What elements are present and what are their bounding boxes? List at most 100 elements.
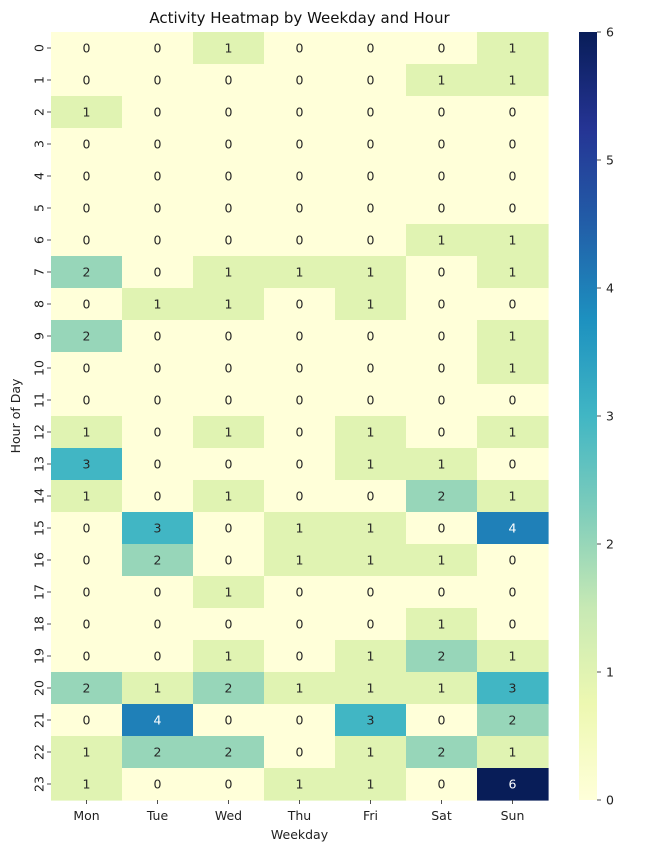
cell-value-label: 0 <box>83 41 91 56</box>
cell-value-label: 0 <box>225 201 233 216</box>
cell-value-label: 1 <box>509 649 517 664</box>
chart-title: Activity Heatmap by Weekday and Hour <box>149 9 450 27</box>
y-tick-label: 18 <box>32 616 47 632</box>
cell-value-label: 0 <box>296 105 304 120</box>
cell-value-label: 1 <box>509 745 517 760</box>
cell-value-label: 0 <box>296 329 304 344</box>
heatmap-cell <box>335 576 407 609</box>
cell-value-label: 0 <box>83 201 91 216</box>
heatmap-cell <box>335 64 407 97</box>
heatmap-cell <box>51 672 123 705</box>
cell-value-label: 0 <box>296 585 304 600</box>
cell-value-label: 0 <box>225 73 233 88</box>
heatmap-cell <box>51 288 123 321</box>
heatmap-cell <box>122 544 194 577</box>
cell-value-label: 0 <box>83 521 91 536</box>
cell-value-label: 1 <box>509 425 517 440</box>
cell-value-label: 0 <box>438 41 446 56</box>
cell-value-label: 3 <box>83 457 91 472</box>
cell-value-label: 1 <box>83 777 91 792</box>
cell-value-label: 2 <box>154 745 162 760</box>
cell-value-label: 0 <box>296 489 304 504</box>
heatmap-cell <box>122 704 194 737</box>
heatmap-cell <box>406 480 478 513</box>
cell-value-label: 0 <box>438 329 446 344</box>
y-tick-label: 5 <box>32 204 47 212</box>
cell-value-label: 1 <box>296 553 304 568</box>
y-tick-label: 10 <box>32 360 47 376</box>
y-tick-label: 19 <box>32 648 47 664</box>
cell-value-label: 0 <box>296 713 304 728</box>
heatmap-cell <box>406 416 478 449</box>
heatmap-cell <box>264 544 336 577</box>
heatmap-cell <box>406 640 478 673</box>
cell-value-label: 0 <box>154 457 162 472</box>
heatmap-cell <box>335 736 407 769</box>
heatmap-cell <box>193 96 265 129</box>
heatmap-cell <box>51 64 123 97</box>
heatmap-cell <box>193 640 265 673</box>
y-tick-label: 21 <box>32 712 47 728</box>
x-axis-label: Weekday <box>271 827 329 842</box>
cell-value-label: 0 <box>367 233 375 248</box>
x-tick-label: Tue <box>146 808 169 823</box>
y-tick-label: 23 <box>32 776 47 792</box>
cell-value-label: 0 <box>296 649 304 664</box>
cell-value-label: 1 <box>509 73 517 88</box>
heatmap-cell <box>477 64 549 97</box>
cell-value-label: 0 <box>296 361 304 376</box>
heatmap-cell <box>122 576 194 609</box>
colorbar-tick-label: 3 <box>606 409 614 424</box>
cell-value-label: 0 <box>83 361 91 376</box>
cell-value-label: 1 <box>509 329 517 344</box>
heatmap-cell <box>477 640 549 673</box>
cell-value-label: 0 <box>367 73 375 88</box>
cell-value-label: 2 <box>438 745 446 760</box>
heatmap-cell <box>477 736 549 769</box>
colorbar-tick-label: 2 <box>606 537 614 552</box>
cell-value-label: 0 <box>296 41 304 56</box>
heatmap-cell <box>477 32 549 65</box>
heatmap-cell <box>477 512 549 545</box>
heatmap-cell <box>264 608 336 641</box>
heatmap-cell <box>264 576 336 609</box>
cell-value-label: 1 <box>296 681 304 696</box>
heatmap-cell <box>335 320 407 353</box>
cell-value-label: 0 <box>83 169 91 184</box>
heatmap-cell <box>122 672 194 705</box>
heatmap-cell <box>406 256 478 289</box>
heatmap-cell <box>406 384 478 417</box>
heatmap-cell <box>477 480 549 513</box>
cell-value-label: 0 <box>296 73 304 88</box>
heatmap-cell <box>193 224 265 257</box>
cell-value-label: 0 <box>225 169 233 184</box>
x-tick-label: Sun <box>501 808 525 823</box>
cell-value-label: 0 <box>367 41 375 56</box>
cell-value-label: 1 <box>225 489 233 504</box>
heatmap-cell <box>51 576 123 609</box>
cell-value-label: 0 <box>367 585 375 600</box>
cell-value-label: 0 <box>83 617 91 632</box>
heatmap-cell <box>122 128 194 161</box>
cell-value-label: 1 <box>225 265 233 280</box>
heatmap-cell <box>193 672 265 705</box>
heatmap-cell <box>264 480 336 513</box>
cell-value-label: 0 <box>296 137 304 152</box>
heatmap-cell <box>477 320 549 353</box>
heatmap-cell <box>335 480 407 513</box>
heatmap-cell <box>122 512 194 545</box>
heatmap-cell <box>51 32 123 65</box>
y-tick-label: 11 <box>32 392 47 408</box>
heatmap-cell <box>193 352 265 385</box>
heatmap-cell <box>193 128 265 161</box>
cell-value-label: 1 <box>225 649 233 664</box>
x-axis-ticks: Mon Tue Wed Thu Fri Sat Sun <box>73 800 524 823</box>
heatmap-cell <box>122 256 194 289</box>
heatmap-cell <box>193 576 265 609</box>
cell-value-label: 1 <box>367 457 375 472</box>
cell-value-label: 0 <box>154 393 162 408</box>
heatmap-cell <box>335 192 407 225</box>
cell-value-label: 6 <box>509 777 517 792</box>
x-tick-label: Wed <box>215 808 242 823</box>
